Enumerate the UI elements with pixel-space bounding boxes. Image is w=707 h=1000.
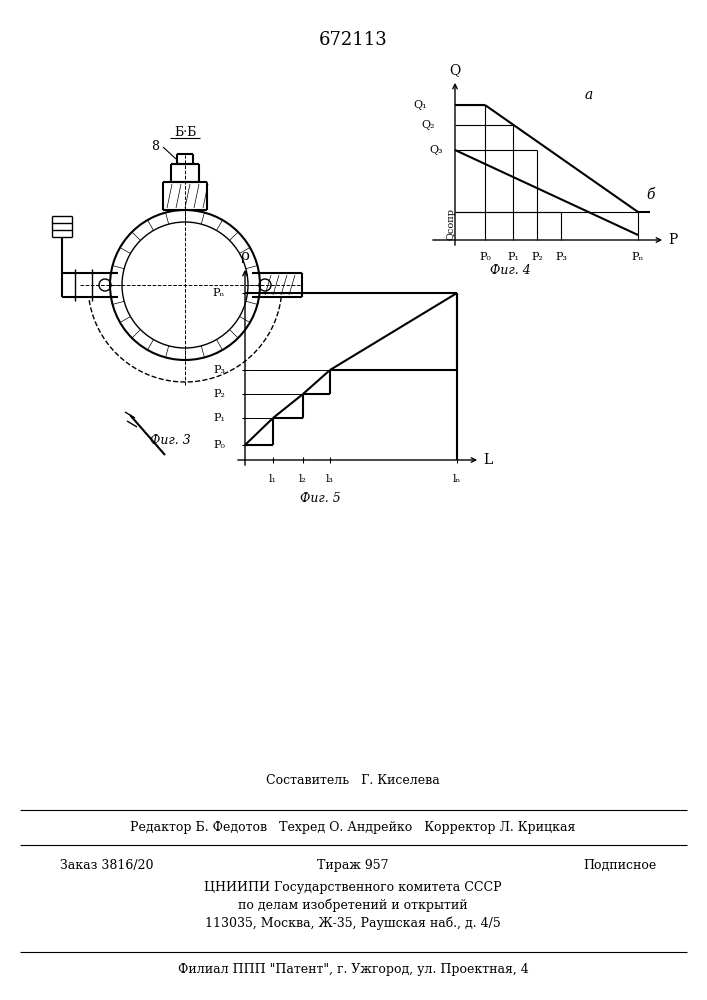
Text: 8: 8 — [151, 140, 159, 153]
Text: Заказ 3816/20: Заказ 3816/20 — [60, 858, 153, 871]
Text: Фиг. 4: Фиг. 4 — [490, 263, 530, 276]
Text: Редактор Б. Федотов   Техред О. Андрейко   Корректор Л. Крицкая: Редактор Б. Федотов Техред О. Андрейко К… — [130, 822, 575, 834]
Text: P₁: P₁ — [213, 413, 225, 423]
Text: Фиг. 3: Фиг. 3 — [150, 434, 190, 446]
Text: Фиг. 5: Фиг. 5 — [300, 491, 340, 504]
Text: P₃: P₃ — [555, 252, 567, 262]
Text: а: а — [585, 88, 593, 102]
Text: l₂: l₂ — [299, 474, 307, 484]
Text: P₁: P₁ — [507, 252, 519, 262]
Text: l₃: l₃ — [326, 474, 334, 484]
Text: Qсопр: Qсопр — [447, 208, 455, 239]
Text: Филиал ППП "Патент", г. Ужгород, ул. Проектная, 4: Филиал ППП "Патент", г. Ужгород, ул. Про… — [177, 964, 528, 976]
Text: Q₃: Q₃ — [429, 145, 443, 155]
Text: L: L — [483, 453, 492, 467]
Text: Составитель   Г. Киселева: Составитель Г. Киселева — [266, 774, 440, 786]
Text: Подписное: Подписное — [583, 858, 657, 871]
Text: ρ: ρ — [240, 249, 250, 263]
Text: Q: Q — [450, 63, 461, 77]
Text: P₃: P₃ — [213, 365, 225, 375]
Text: 672113: 672113 — [319, 31, 387, 49]
Text: 113035, Москва, Ж-35, Раушская наб., д. 4/5: 113035, Москва, Ж-35, Раушская наб., д. … — [205, 916, 501, 930]
Text: Тираж 957: Тираж 957 — [317, 858, 389, 871]
Text: Q₂: Q₂ — [421, 120, 435, 130]
Text: по делам изобретений и открытий: по делам изобретений и открытий — [238, 898, 468, 912]
Text: P₀: P₀ — [479, 252, 491, 262]
Text: Pₙ: Pₙ — [213, 288, 225, 298]
Text: б: б — [646, 188, 655, 202]
Text: Б·Б: Б·Б — [174, 125, 196, 138]
Text: P₂: P₂ — [213, 389, 225, 399]
Text: ЦНИИПИ Государственного комитета СССР: ЦНИИПИ Государственного комитета СССР — [204, 880, 502, 894]
Text: lₙ: lₙ — [452, 474, 461, 484]
Text: Pₙ: Pₙ — [632, 252, 644, 262]
Text: P₀: P₀ — [213, 440, 225, 450]
Text: P: P — [668, 233, 677, 247]
Text: Q₁: Q₁ — [414, 100, 427, 110]
Text: l₁: l₁ — [269, 474, 277, 484]
Text: P₂: P₂ — [531, 252, 543, 262]
